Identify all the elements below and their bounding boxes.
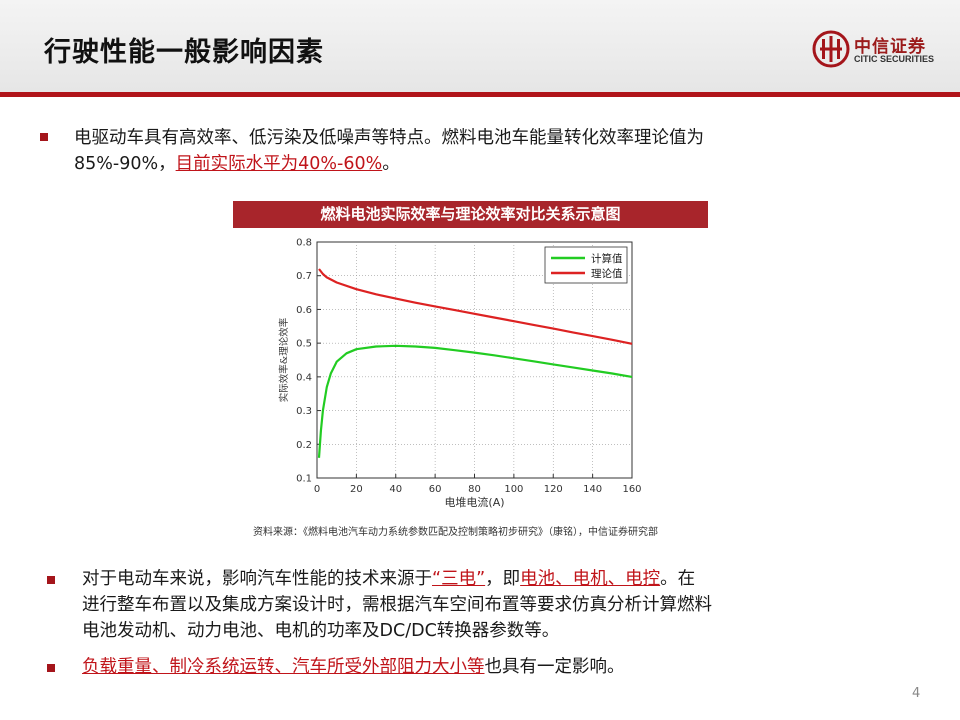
logo-en-text: CITIC SECURITIES bbox=[854, 54, 935, 64]
x-tick-label: 20 bbox=[350, 484, 363, 495]
y-tick-label: 0.5 bbox=[296, 339, 312, 350]
paragraph-1-highlight: 目前实际水平为40%-60% bbox=[175, 154, 383, 174]
y-tick-label: 0.8 bbox=[296, 238, 312, 249]
paragraph-1-text-c: 。 bbox=[382, 154, 400, 174]
paragraph-2-text-a: 对于电动车来说，影响汽车性能的技术来源于 bbox=[82, 569, 432, 589]
page-title: 行驶性能一般影响因素 bbox=[44, 37, 324, 68]
x-tick-label: 0 bbox=[314, 484, 320, 495]
paragraph-1: 电驱动车具有高效率、低污染及低噪声等特点。燃料电池车能量转化效率理论值为 85%… bbox=[74, 125, 914, 177]
x-tick-label: 60 bbox=[429, 484, 442, 495]
y-tick-label: 0.1 bbox=[296, 474, 312, 485]
bullet-2 bbox=[47, 576, 55, 584]
y-tick-label: 0.7 bbox=[296, 271, 312, 282]
logo-cn-text: 中信证券 bbox=[854, 37, 926, 57]
page-number: 4 bbox=[912, 686, 921, 701]
chart-title: 燃料电池实际效率与理论效率对比关系示意图 bbox=[233, 201, 708, 228]
y-axis-label: 实际效率&理论效率 bbox=[278, 317, 290, 402]
paragraph-1-line-2: 85%-90%，目前实际水平为40%-60%。 bbox=[74, 151, 914, 177]
paragraph-1-line-1: 电驱动车具有高效率、低污染及低噪声等特点。燃料电池车能量转化效率理论值为 bbox=[74, 128, 704, 148]
legend-box bbox=[544, 246, 628, 284]
header-bar bbox=[0, 0, 960, 92]
citic-logo-icon bbox=[812, 30, 850, 68]
paragraph-2-line-1: 对于电动车来说，影响汽车性能的技术来源于“三电”，即电池、电机、电控。在 bbox=[82, 566, 902, 592]
x-axis-label: 电堆电流(A) bbox=[444, 495, 504, 509]
efficiency-chart: 0 20 40 60 80 100 120 140 160 0.1 0.2 0.3 0.4 0.5 0.6 0… bbox=[278, 238, 642, 510]
series-line-计算值 bbox=[317, 344, 633, 458]
source-note: 资料来源：《燃料电池汽车动力系统参数匹配及控制策略初步研究》（康铭），中信证券研… bbox=[253, 527, 658, 538]
x-tick-label: 100 bbox=[504, 484, 523, 495]
paragraph-3-text: 也具有一定影响。 bbox=[484, 657, 625, 677]
legend-label-理论值: 理论值 bbox=[591, 267, 623, 280]
citic-logo: 中信证券 CITIC SECURITIES bbox=[812, 30, 952, 70]
paragraph-2: 对于电动车来说，影响汽车性能的技术来源于“三电”，即电池、电机、电控。在 进行整… bbox=[82, 566, 902, 644]
paragraph-1-text-b: 85%-90%， bbox=[74, 154, 176, 174]
x-tick-label: 120 bbox=[544, 484, 563, 495]
x-tick-label: 80 bbox=[468, 484, 481, 495]
series-line-理论值 bbox=[318, 268, 633, 345]
y-tick-label: 0.3 bbox=[296, 406, 312, 417]
paragraph-2-highlight-2: 电池、电机、电控 bbox=[520, 569, 661, 589]
paragraph-3-highlight: 负载重量、制冷系统运转、汽车所受外部阻力大小等 bbox=[82, 657, 485, 677]
header-divider bbox=[0, 92, 960, 97]
paragraph-2-text-c: 。在 bbox=[660, 569, 696, 589]
x-tick-label: 140 bbox=[583, 484, 602, 495]
y-tick-label: 0.4 bbox=[296, 372, 312, 383]
paragraph-2-text-b: ，即 bbox=[485, 569, 521, 589]
paragraph-2-line-3: 电池发动机、动力电池、电机的功率及DC/DC转换器参数等。 bbox=[82, 621, 560, 641]
x-tick-label: 160 bbox=[622, 484, 641, 495]
legend-label-计算值: 计算值 bbox=[591, 252, 623, 265]
paragraph-2-highlight-1: “三电” bbox=[432, 569, 486, 589]
y-tick-label: 0.6 bbox=[296, 305, 312, 316]
paragraph-2-line-2: 进行整车布置以及集成方案设计时，需根据汽车空间布置等要求仿真分析计算燃料 bbox=[82, 595, 712, 615]
y-tick-label: 0.2 bbox=[296, 440, 312, 451]
x-tick-label: 40 bbox=[389, 484, 402, 495]
bullet-3 bbox=[47, 664, 55, 672]
bullet-1 bbox=[40, 133, 48, 141]
paragraph-3: 负载重量、制冷系统运转、汽车所受外部阻力大小等也具有一定影响。 bbox=[82, 654, 902, 680]
